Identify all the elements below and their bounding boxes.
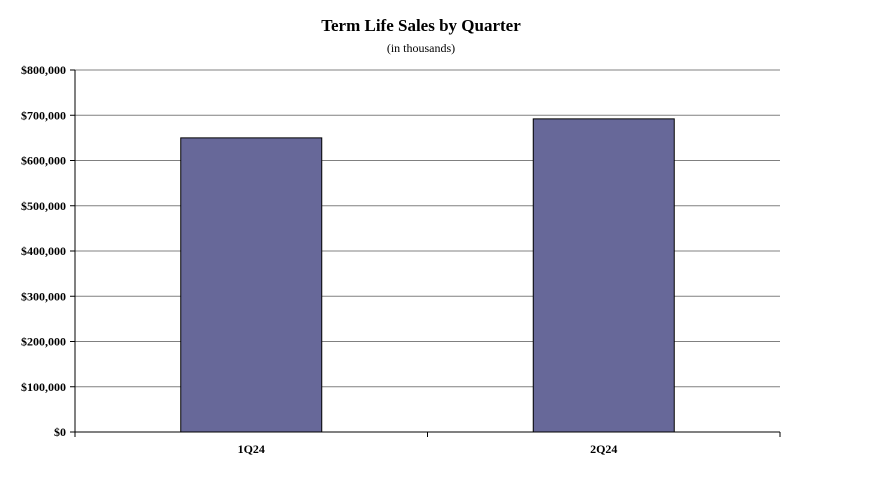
y-tick-labels: $0 $100,000 $200,000 $300,000 $400,000 $500,0… [21,63,66,439]
x-tick-label: 2Q24 [590,442,617,456]
y-tick-label: $100,000 [21,380,66,394]
axes [70,69,781,437]
y-tick-label: $200,000 [21,335,66,349]
y-tick-label: $300,000 [21,289,66,303]
y-tick-label: $500,000 [21,199,66,213]
chart-title: Term Life Sales by Quarter [321,16,521,35]
y-tick-label: $600,000 [21,154,66,168]
y-tick-label: $0 [54,425,66,439]
bars [180,118,675,433]
y-tick-label: $700,000 [21,108,66,122]
x-tick-labels: 1Q24 2Q24 [238,442,618,456]
bar-2q24 [532,118,675,433]
y-tick-label: $400,000 [21,244,66,258]
y-tick-label: $800,000 [21,63,66,77]
bar-1q24 [180,137,323,433]
chart-subtitle: (in thousands) [387,41,455,55]
x-tick-label: 1Q24 [238,442,265,456]
